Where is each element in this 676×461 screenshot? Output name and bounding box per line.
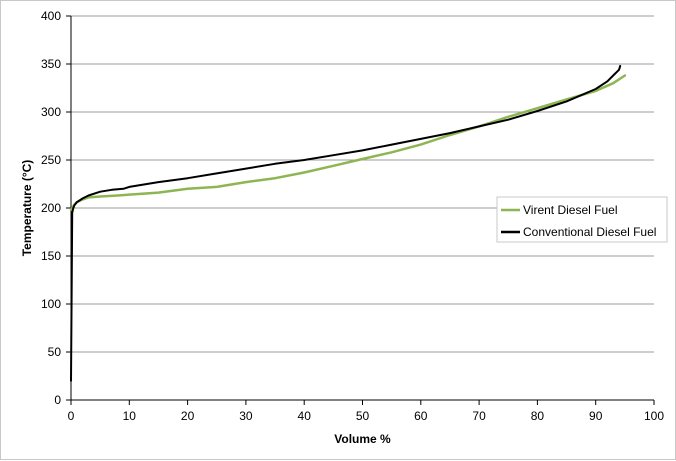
x-tick-label: 10 bbox=[123, 409, 137, 423]
x-tick-label: 50 bbox=[356, 409, 370, 423]
y-tick-label: 400 bbox=[41, 9, 61, 23]
tick-labels: 0 50 100 150 200 250 300 350 400 0 10 20 30 40 50 60 70 8… bbox=[41, 9, 664, 423]
legend: Virent Diesel Fuel Conventional Diesel F… bbox=[496, 196, 668, 243]
x-tick-label: 30 bbox=[239, 409, 253, 423]
legend-box bbox=[496, 196, 668, 243]
series-line-conventional bbox=[70, 64, 622, 382]
y-axis-title: Temperature (°C) bbox=[20, 160, 34, 257]
x-tick-label: 70 bbox=[472, 409, 486, 423]
y-tick-label: 250 bbox=[41, 153, 61, 167]
y-tick-label: 0 bbox=[54, 393, 61, 407]
x-tick-label: 40 bbox=[298, 409, 312, 423]
y-tick-label: 150 bbox=[41, 249, 61, 263]
y-tick-label: 200 bbox=[41, 201, 61, 215]
series-line-virent bbox=[69, 74, 627, 212]
x-tick-label: 60 bbox=[414, 409, 428, 423]
y-tick-label: 50 bbox=[48, 345, 62, 359]
x-axis-title: Volume % bbox=[334, 432, 391, 446]
y-tick-label: 100 bbox=[41, 297, 61, 311]
y-tick-label: 350 bbox=[41, 57, 61, 71]
legend-label-virent: Virent Diesel Fuel bbox=[523, 203, 618, 217]
x-tick-label: 80 bbox=[531, 409, 545, 423]
x-tick-label: 20 bbox=[181, 409, 195, 423]
x-tick-label: 100 bbox=[644, 409, 664, 423]
gridlines bbox=[71, 15, 654, 353]
x-tick-label: 90 bbox=[589, 409, 603, 423]
y-tick-label: 300 bbox=[41, 105, 61, 119]
x-tick-label: 0 bbox=[68, 409, 75, 423]
series-lines bbox=[69, 64, 627, 382]
legend-label-conventional: Conventional Diesel Fuel bbox=[523, 225, 656, 239]
